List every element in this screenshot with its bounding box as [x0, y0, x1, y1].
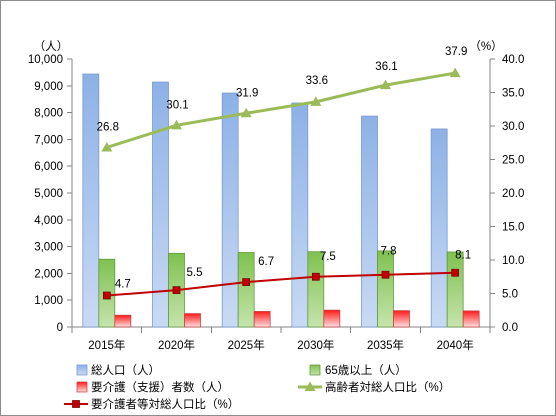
- bar-care-needed-2030: [323, 309, 341, 328]
- legend-label-aged-65-plus: 65歳以上（人）: [325, 364, 407, 377]
- left-axis-tick-label: 4,000: [34, 215, 63, 227]
- bar-total-population-2025: [221, 92, 239, 328]
- data-label-elderly-ratio-2035: 36.1: [375, 61, 397, 73]
- marker-care-ratio-2025: [242, 278, 251, 286]
- category-label-2025: 2025年: [228, 338, 265, 352]
- bar-care-needed-2020: [184, 313, 201, 328]
- left-axis-tick-label: 8,000: [34, 108, 63, 120]
- data-label-elderly-ratio-2025: 31.9: [236, 87, 258, 99]
- right-axis-tick-label: 5.0: [502, 289, 518, 301]
- left-axis-tick-label: 6,000: [34, 161, 63, 173]
- marker-elderly-ratio-2015: [101, 141, 113, 152]
- legend-item-aged-65-plus: 65歳以上（人）: [309, 364, 407, 377]
- data-label-care-ratio-2030: 7.5: [320, 251, 336, 263]
- bar-care-needed-2040: [462, 310, 480, 328]
- lines-layer: [101, 67, 461, 300]
- marker-elderly-ratio-2040: [449, 67, 461, 78]
- legend-swatch-aged-65-plus: [309, 364, 321, 376]
- left-axis-tick-label: 10,000: [28, 54, 63, 66]
- category-label-2030: 2030年: [297, 338, 334, 352]
- data-label-care-ratio-2035: 7.8: [381, 246, 397, 258]
- legend-label-care-needed: 要介護（支援）者数（人）: [91, 380, 229, 394]
- bar-total-population-2015: [82, 73, 100, 328]
- legend-swatch-total-population: [76, 364, 88, 376]
- bar-aged-65-plus-2040: [446, 251, 464, 328]
- legend-swatch-care-needed: [76, 381, 88, 393]
- left-axis-tick-label: 2,000: [34, 268, 63, 280]
- legend-label-care-ratio: 要介護者等対総人口比（%）: [91, 397, 239, 411]
- category-label-2040: 2040年: [437, 338, 474, 352]
- legend-label-total-population: 総人口（人）: [91, 363, 160, 377]
- right-axis-tick-label: 30.0: [502, 121, 524, 133]
- data-label-elderly-ratio-2040: 37.9: [445, 46, 467, 58]
- bars-layer: [82, 73, 480, 328]
- data-label-care-ratio-2015: 4.7: [115, 279, 131, 291]
- right-axis-tick-label: 20.0: [502, 188, 524, 200]
- right-axis-tick-label: 0.0: [502, 322, 518, 334]
- marker-care-ratio-2020: [172, 286, 181, 295]
- left-axis-tick-label: 0: [57, 322, 63, 334]
- right-axis-tick-label: 15.0: [502, 222, 524, 234]
- legend-item-total-population: 総人口（人）: [76, 363, 160, 377]
- line-elderly-ratio: [106, 71, 456, 149]
- legend-marker-care-ratio: [72, 400, 80, 408]
- data-label-care-ratio-2040: 8.1: [455, 250, 471, 262]
- left-axis-tick-label: 1,000: [34, 295, 63, 307]
- bar-aged-65-plus-2025: [237, 252, 255, 328]
- marker-elderly-ratio-2025: [240, 107, 252, 118]
- left-axis-unit-label: （人）: [34, 40, 69, 53]
- left-axis-tick-label: 5,000: [34, 188, 63, 200]
- right-axis-tick-label: 25.0: [502, 155, 524, 167]
- data-label-elderly-ratio-2030: 33.6: [306, 75, 328, 87]
- marker-elderly-ratio-2030: [310, 96, 322, 106]
- bar-total-population-2040: [430, 128, 448, 328]
- data-label-care-ratio-2020: 5.5: [187, 267, 203, 279]
- marker-care-ratio-2030: [311, 272, 320, 281]
- left-axis-tick-label: 7,000: [34, 134, 63, 146]
- left-axis-tick-label: 9,000: [34, 81, 63, 93]
- data-label-elderly-ratio-2020: 30.1: [166, 99, 188, 111]
- left-axis-tick-label: 3,000: [34, 242, 63, 254]
- bar-total-population-2030: [291, 102, 309, 328]
- right-axis-tick-label: 10.0: [502, 255, 524, 267]
- category-label-2020: 2020年: [158, 338, 195, 352]
- bar-aged-65-plus-2030: [307, 251, 325, 328]
- legend-label-elderly-ratio: 高齢者対総人口比（%）: [325, 380, 450, 394]
- right-axis-unit-label: （%）: [469, 40, 502, 53]
- bar-care-needed-2015: [114, 314, 132, 328]
- right-axis-tick-label: 40.0: [502, 54, 524, 66]
- bar-care-needed-2025: [253, 311, 271, 328]
- marker-care-ratio-2035: [381, 270, 390, 279]
- legend-item-care-ratio: 要介護者等対総人口比（%）: [64, 397, 239, 411]
- marker-elderly-ratio-2020: [171, 119, 182, 130]
- legend: 総人口（人） 65歳以上（人） 要介護（支援）者数（人） 高齢者対総人口比（%）…: [64, 363, 450, 411]
- legend-marker-elderly-ratio: [304, 381, 316, 391]
- marker-care-ratio-2040: [451, 268, 460, 277]
- bar-aged-65-plus-2035: [377, 250, 394, 328]
- data-labels-layer: 26.8 30.1 31.9 33.6 36.1 37.9 4.7 5.5 6.7 7.5 7.8 8…: [97, 46, 472, 290]
- right-axis-tick-label: 35.0: [502, 88, 524, 100]
- category-label-2015: 2015年: [88, 338, 125, 352]
- bar-total-population-2020: [152, 81, 169, 328]
- marker-care-ratio-2015: [102, 291, 111, 300]
- marker-elderly-ratio-2035: [380, 79, 391, 90]
- bar-care-needed-2035: [393, 310, 410, 328]
- data-label-care-ratio-2025: 6.7: [258, 256, 274, 268]
- bar-total-population-2035: [361, 115, 378, 328]
- plot-axes: 0 1,000 2,000 3,000 4,000 5,000 6,000 7,000 8,00…: [28, 54, 525, 352]
- category-label-2035: 2035年: [367, 338, 404, 352]
- legend-item-elderly-ratio: 高齢者対総人口比（%）: [298, 380, 450, 394]
- data-label-elderly-ratio-2015: 26.8: [97, 121, 119, 133]
- legend-item-care-needed: 要介護（支援）者数（人）: [76, 380, 229, 394]
- line-care-ratio: [106, 271, 456, 297]
